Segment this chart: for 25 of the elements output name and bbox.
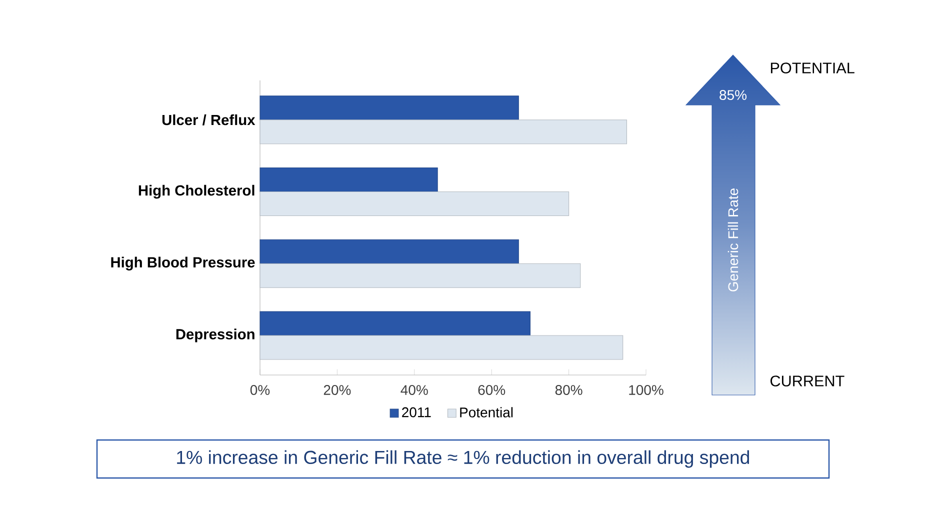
x-tick-label: 100% — [629, 385, 664, 395]
bar — [260, 96, 519, 120]
bar — [260, 263, 581, 288]
bar — [260, 311, 530, 336]
legend-label: Potential — [460, 407, 513, 418]
x-tick-label: 0% — [250, 385, 270, 395]
bar — [260, 191, 570, 216]
bar — [260, 167, 438, 192]
x-tick-label: 60% — [478, 385, 506, 395]
x-tick-label: 40% — [400, 385, 428, 395]
x-tick-label: 20% — [324, 385, 351, 395]
text: CURRENT — [770, 376, 844, 386]
y-tick-label: High Cholesterol — [138, 184, 254, 199]
bar — [260, 239, 519, 264]
text: 1% increase in Generic Fill Rate ≈ 1% reduction in overall drug spend — [177, 450, 750, 468]
text: POTENTIAL — [770, 62, 854, 74]
legend-label: 2011 — [402, 407, 431, 418]
y-tick-label: High Blood Pressure — [111, 256, 255, 270]
text: Generic Fill Rate — [728, 188, 738, 292]
bar — [260, 335, 624, 360]
y-tick-label: Depression — [176, 328, 254, 342]
y-tick-label: Ulcer / Reflux — [162, 114, 256, 126]
x-tick-label: 80% — [555, 385, 582, 395]
text: 85% — [720, 90, 747, 100]
bar — [260, 120, 627, 144]
